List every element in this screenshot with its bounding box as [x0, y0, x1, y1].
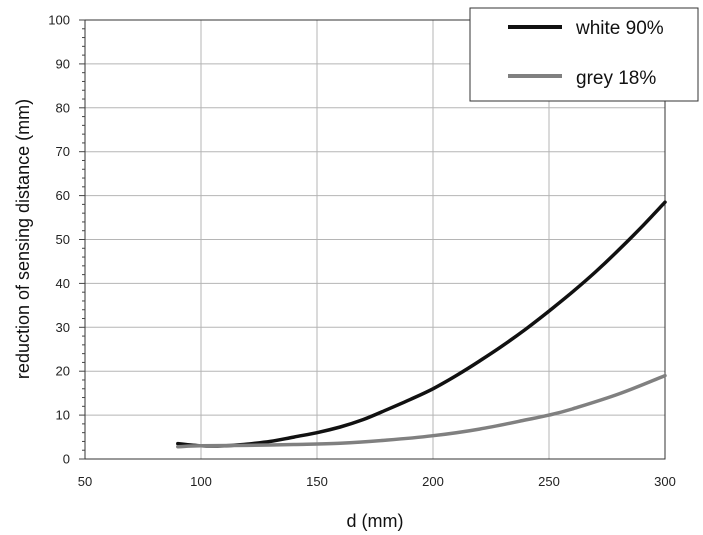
x-tick-label: 150	[306, 474, 328, 489]
series-line-grey-18	[176, 373, 667, 449]
y-tick-label: 100	[48, 13, 70, 28]
y-tick-label: 30	[56, 320, 70, 335]
series-lines	[176, 200, 667, 449]
legend-label-grey: grey 18%	[576, 68, 656, 89]
y-tick-label: 90	[56, 56, 70, 71]
x-tick-label: 200	[422, 474, 444, 489]
y-tick-label: 70	[56, 144, 70, 159]
y-axis-title: reduction of sensing distance (mm)	[13, 99, 33, 379]
y-tick-label: 0	[63, 452, 70, 467]
legend-label-white: white 90%	[575, 18, 664, 39]
y-tick-label: 80	[56, 100, 70, 115]
y-tick-label: 60	[56, 188, 70, 203]
y-tick-label: 20	[56, 364, 70, 379]
x-tick-label: 250	[538, 474, 560, 489]
x-axis-title: d (mm)	[347, 511, 404, 531]
y-tick-label: 40	[56, 276, 70, 291]
legend: white 90% grey 18%	[469, 7, 699, 102]
y-axis-minor-ticks	[79, 19, 85, 460]
series-line-white-90	[176, 200, 667, 448]
x-tick-label: 50	[78, 474, 92, 489]
y-tick-label: 50	[56, 232, 70, 247]
x-tick-label: 100	[190, 474, 212, 489]
y-tick-label: 10	[56, 408, 70, 423]
legend-box	[469, 7, 699, 102]
x-tick-label: 300	[654, 474, 676, 489]
x-axis-tick-labels: 50 100 150 200 250 300	[78, 474, 676, 489]
y-axis-tick-labels: 0 10 20 30 40 50 60 70 80 90 100	[48, 13, 70, 467]
